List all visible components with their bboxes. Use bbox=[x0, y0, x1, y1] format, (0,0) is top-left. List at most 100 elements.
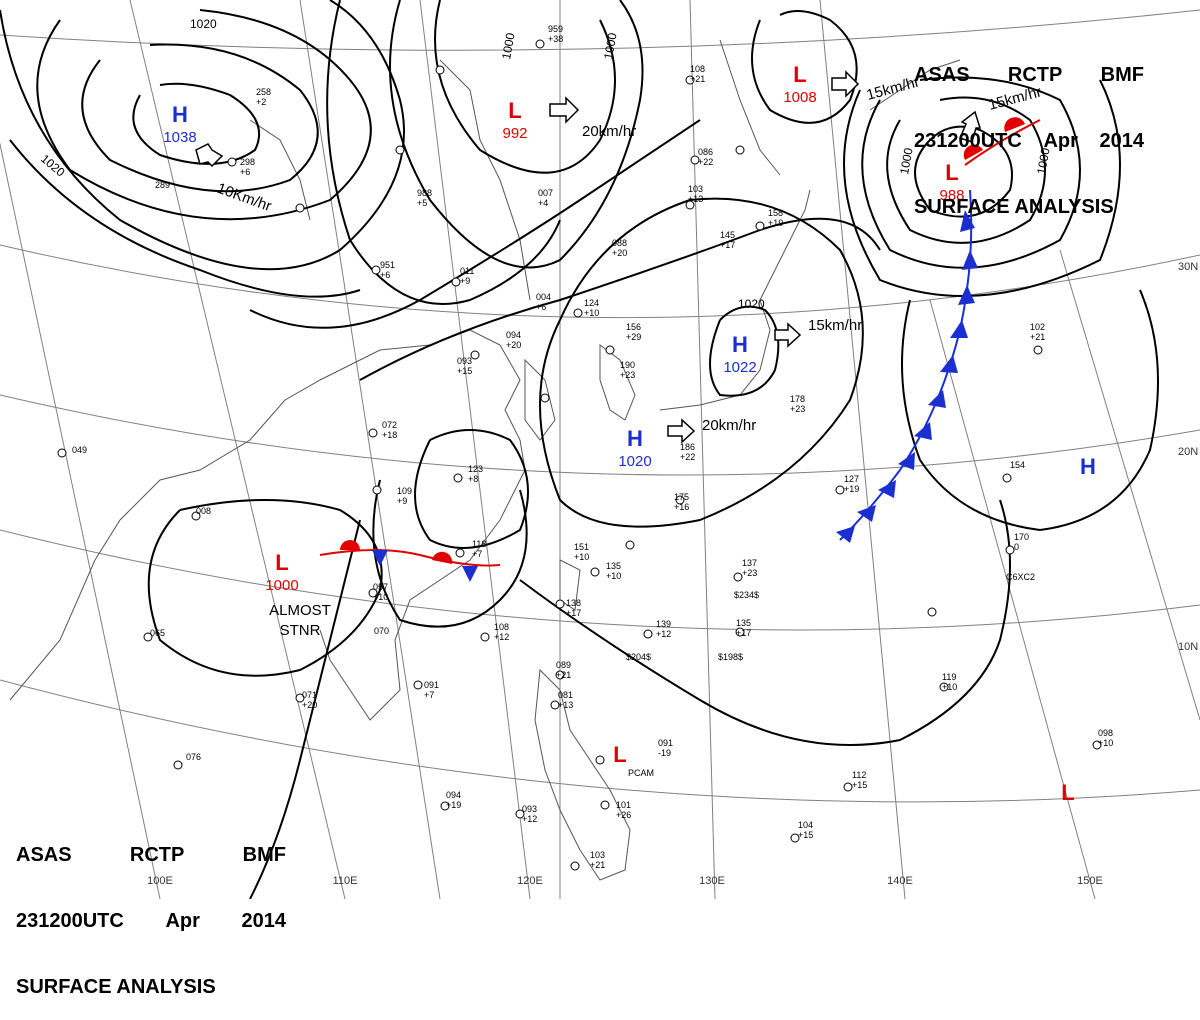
center-pressure-value: 1038 bbox=[163, 129, 196, 146]
center-pressure-value: 992 bbox=[502, 125, 527, 142]
header-time: 231200UTC bbox=[914, 130, 1022, 152]
station-tendency: +18 bbox=[382, 430, 397, 440]
station-tendency: +12 bbox=[494, 632, 509, 642]
longitude-label: 130E bbox=[699, 875, 725, 887]
isobar-label: 1000 bbox=[601, 31, 619, 60]
longitude-label: 150E bbox=[1077, 875, 1103, 887]
high-pressure-center: H bbox=[1080, 454, 1096, 479]
stationary-front bbox=[319, 540, 501, 582]
header-year: 2014 bbox=[1099, 130, 1144, 152]
station-tendency: +20 bbox=[506, 340, 521, 350]
station-pressure: 156 bbox=[626, 322, 641, 332]
station-pressure: 072 bbox=[382, 420, 397, 430]
station-tendency: +19 bbox=[768, 218, 783, 228]
station-tendency: +16 bbox=[674, 502, 689, 512]
station-tendency: +6 bbox=[536, 302, 546, 312]
header-title: SURFACE ANALYSIS bbox=[16, 976, 216, 998]
station-pressure: 158 bbox=[768, 208, 783, 218]
latitude-label: 20N bbox=[1178, 446, 1198, 458]
station-pressure: 170 bbox=[1014, 532, 1029, 542]
station-tendency: +10 bbox=[942, 682, 957, 692]
station-tendency: +10 bbox=[1098, 738, 1113, 748]
header-line3: SURFACE ANALYSIS bbox=[914, 196, 1144, 218]
station-pressure: 103 bbox=[688, 184, 703, 194]
header-station: RCTP bbox=[1007, 64, 1063, 86]
station-pressure: 108 bbox=[690, 64, 705, 74]
station-pressure: 004 bbox=[536, 292, 551, 302]
station-tendency: +21 bbox=[1030, 332, 1045, 342]
station-pressure: 119 bbox=[942, 672, 956, 682]
station-tendency: +26 bbox=[616, 810, 631, 820]
motion-speed-label: 20km/hr bbox=[702, 417, 756, 434]
header-agency: ASAS bbox=[914, 64, 970, 86]
station-pressure: 094 bbox=[446, 790, 461, 800]
station-pressure: 186 bbox=[680, 442, 695, 452]
station-tendency: +13 bbox=[688, 194, 703, 204]
station-tendency: +9 bbox=[460, 276, 470, 286]
station-pressure: 175 bbox=[674, 492, 689, 502]
isobar-label: 1020 bbox=[190, 17, 217, 31]
center-pressure-value: 1022 bbox=[723, 359, 756, 376]
low-pressure-center: L bbox=[1061, 780, 1074, 805]
station-tendency: +6 bbox=[240, 167, 250, 177]
header-line2: 231200UTC Apr 2014 bbox=[16, 910, 286, 932]
isobar-label: 1000 bbox=[1034, 146, 1052, 175]
low-pressure-center: L bbox=[793, 62, 806, 87]
station-pressure: 089 bbox=[556, 660, 571, 670]
station-pressure: 101 bbox=[616, 800, 631, 810]
meridians bbox=[0, 0, 1200, 899]
cold-front bbox=[836, 189, 978, 543]
station-tendency: +20 bbox=[612, 248, 627, 258]
motion-speed-label: 15km/hr bbox=[808, 317, 862, 334]
header-month: Apr bbox=[1043, 130, 1078, 152]
station-pressure: 145 bbox=[720, 230, 735, 240]
station-tendency: +10 bbox=[373, 592, 388, 602]
header-line3: SURFACE ANALYSIS bbox=[16, 976, 286, 998]
station-pressure: 151 bbox=[574, 542, 589, 552]
station-pressure: 109 bbox=[397, 486, 412, 496]
header-code: BMF bbox=[1100, 64, 1144, 86]
header-line2: 231200UTC Apr 2014 bbox=[914, 130, 1144, 152]
station-pressure: 988 bbox=[417, 188, 432, 198]
station-remark: $204$ bbox=[626, 652, 651, 662]
coastlines bbox=[9, 39, 961, 881]
header-code: BMF bbox=[242, 844, 286, 866]
header-title: SURFACE ANALYSIS bbox=[914, 196, 1114, 218]
header-station: RCTP bbox=[129, 844, 185, 866]
station-tendency: 0 bbox=[1014, 542, 1019, 552]
station-tendency: +19 bbox=[844, 484, 859, 494]
header-agency: ASAS bbox=[16, 844, 72, 866]
station-tendency: +7 bbox=[424, 690, 434, 700]
station-pressure: 088 bbox=[612, 238, 627, 248]
station-tendency: +12 bbox=[522, 814, 537, 824]
station-pressure: 298 bbox=[240, 157, 255, 167]
station-tendency: +23 bbox=[620, 370, 635, 380]
station-tendency: +9 bbox=[397, 496, 407, 506]
station-pressure: 190 bbox=[620, 360, 635, 370]
header-top-right: ASAS RCTP BMF 231200UTC Apr 2014 SURFACE… bbox=[914, 20, 1144, 240]
station-remark: C6XC2 bbox=[1006, 572, 1035, 582]
isobar-label: 1000 bbox=[897, 146, 915, 175]
station-tendency: +23 bbox=[790, 404, 805, 414]
station-tendency: +4 bbox=[538, 198, 548, 208]
station-pressure: 139 bbox=[656, 619, 671, 629]
station-pressure: 094 bbox=[506, 330, 521, 340]
motion-speed-label: 20km/hr bbox=[582, 123, 636, 140]
station-pressure: 127 bbox=[844, 474, 859, 484]
station-tendency: +10 bbox=[606, 571, 621, 581]
station-pressure: 103 bbox=[590, 850, 605, 860]
isobar-label: 1000 bbox=[499, 31, 517, 60]
station-tendency: +29 bbox=[626, 332, 641, 342]
surface-analysis-map: 100E 110E 120E 130E 140E 150E30N20N10N1020102… bbox=[0, 0, 1200, 899]
station-tendency: +7 bbox=[472, 549, 482, 559]
station-tendency: +21 bbox=[590, 860, 605, 870]
station-tendency: +17 bbox=[720, 240, 735, 250]
station-tendency: +17 bbox=[566, 608, 581, 618]
station-tendency: +22 bbox=[680, 452, 695, 462]
station-pressure: 258 bbox=[256, 87, 271, 97]
station-tendency: +21 bbox=[556, 670, 571, 680]
station-tendency: +15 bbox=[852, 780, 867, 790]
header-time: 231200UTC bbox=[16, 910, 124, 932]
parallels bbox=[0, 9, 1200, 803]
station-tendency: +23 bbox=[742, 568, 757, 578]
